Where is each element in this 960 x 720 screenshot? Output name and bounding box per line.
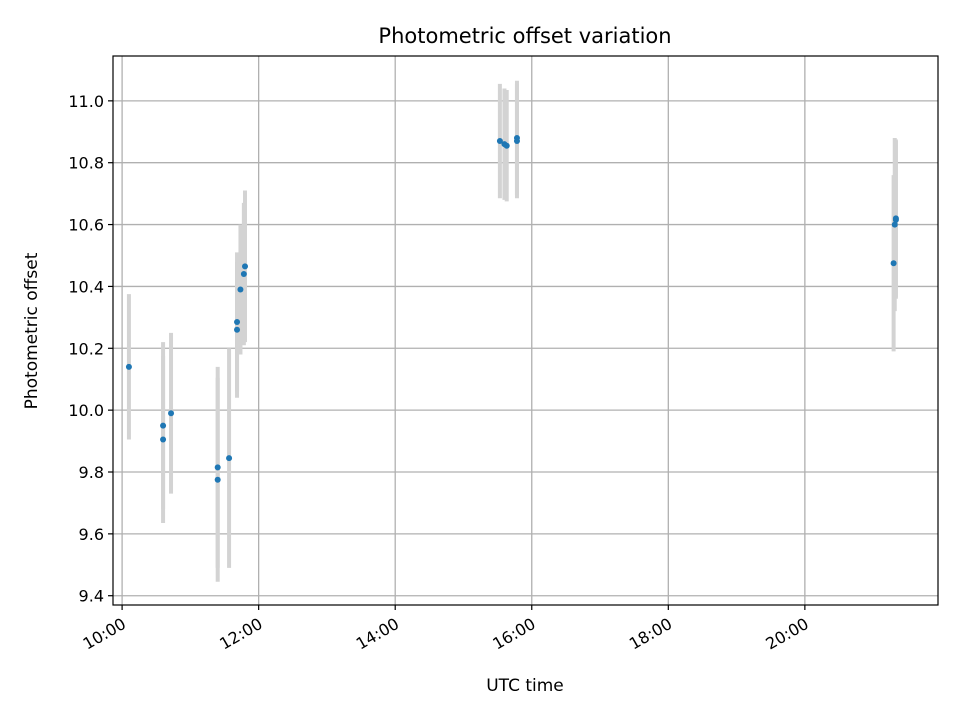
data-point <box>125 363 132 370</box>
y-tick-label: 10.8 <box>68 154 104 173</box>
data-point <box>237 286 244 293</box>
data-point <box>242 263 248 270</box>
data-point <box>226 455 233 462</box>
data-point <box>892 215 899 222</box>
data-points <box>125 134 899 483</box>
y-tick-label: 10.2 <box>68 339 104 358</box>
y-tick-label: 10.4 <box>68 277 104 296</box>
y-tick-label: 9.4 <box>79 587 104 606</box>
plot-area-frame <box>112 55 939 606</box>
x-axis-label: UTC time <box>486 676 564 696</box>
grid <box>113 56 938 605</box>
y-tick-label: 9.8 <box>79 463 104 482</box>
data-point <box>891 221 898 228</box>
y-tick-label: 10.0 <box>68 401 104 420</box>
y-tick-label: 10.6 <box>68 216 104 235</box>
data-point <box>214 476 221 483</box>
chart-title: Photometric offset variation <box>378 24 671 48</box>
data-point <box>234 318 241 325</box>
data-point <box>160 422 167 429</box>
data-point <box>160 436 167 443</box>
y-axis-label: Photometric offset <box>22 252 42 409</box>
y-tick-label: 9.6 <box>79 525 104 544</box>
data-point <box>496 138 503 145</box>
data-point <box>503 142 510 149</box>
data-point <box>168 410 175 417</box>
y-axis-ticks: 9.4 9.6 9.8 10.0 10.2 10.4 10.6 10.8 11.0 <box>68 92 113 606</box>
data-point <box>214 464 221 471</box>
y-tick-label: 11.0 <box>68 92 104 111</box>
data-point <box>234 326 241 333</box>
data-point <box>890 260 897 267</box>
data-point <box>240 271 247 278</box>
data-point <box>513 138 520 145</box>
